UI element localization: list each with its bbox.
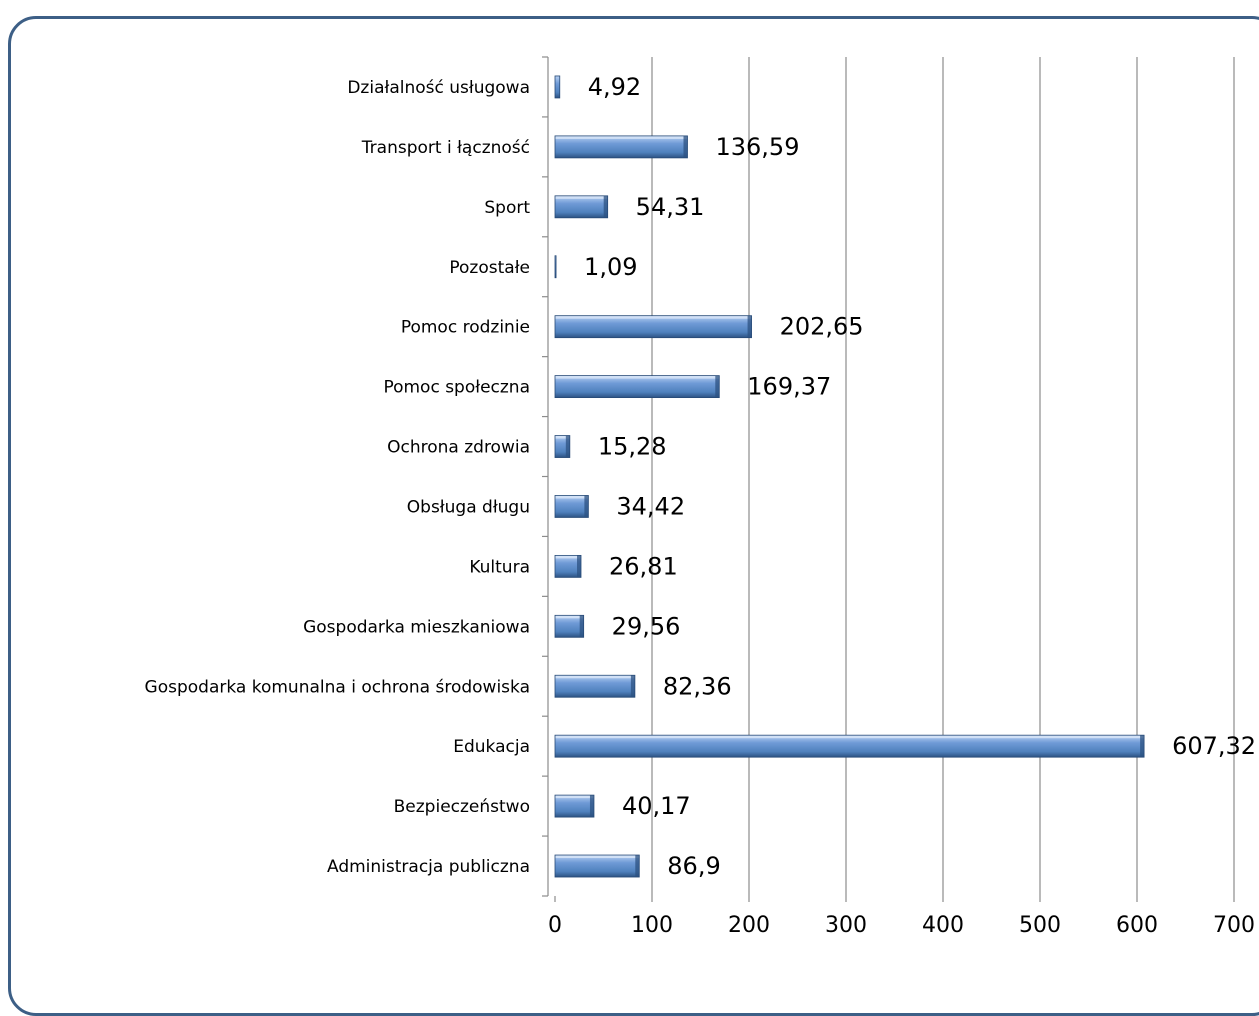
bar-end-shadow (590, 795, 594, 817)
value-label: 202,65 (780, 313, 864, 341)
bar-end-shadow (748, 316, 752, 338)
value-label: 82,36 (663, 672, 732, 700)
bar (555, 376, 719, 398)
value-label: 607,32 (1172, 732, 1256, 760)
category-label: Gospodarka mieszkaniowa (303, 617, 530, 637)
x-tick-label: 200 (728, 913, 770, 938)
bar (555, 196, 608, 218)
value-label: 86,9 (667, 852, 720, 880)
bar-highlight (555, 795, 594, 798)
bar-end-shadow (584, 495, 588, 517)
bar-highlight (555, 495, 588, 498)
bar-end-shadow (580, 615, 584, 637)
bar-highlight (555, 735, 1144, 738)
bar-end-shadow (1140, 735, 1144, 757)
value-label: 26,81 (609, 552, 678, 580)
bar-end-shadow (683, 136, 687, 158)
bar-highlight (555, 196, 608, 199)
x-tick-label: 100 (631, 913, 673, 938)
x-tick-label: 300 (825, 913, 867, 938)
bar-end-shadow (631, 675, 635, 697)
bar (555, 855, 639, 877)
value-label: 1,09 (584, 253, 637, 281)
bar-highlight (555, 316, 752, 319)
value-label: 15,28 (598, 433, 667, 461)
category-label: Pomoc rodzinie (401, 318, 530, 338)
bar-end-shadow (566, 436, 570, 458)
value-label: 54,31 (636, 193, 705, 221)
x-tick-label: 600 (1116, 913, 1158, 938)
bar-highlight (555, 136, 687, 139)
x-tick-label: 500 (1019, 913, 1061, 938)
bar-highlight (555, 675, 635, 678)
bar (555, 615, 584, 637)
bar-end-shadow (604, 196, 608, 218)
bar (555, 675, 635, 697)
bar (555, 795, 594, 817)
bar (555, 316, 752, 338)
bar (555, 76, 560, 98)
bar-chart: 0 100 200 300 400 500 600 700 Działalność usługo… (0, 0, 1259, 988)
value-label: 29,56 (612, 612, 681, 640)
bar-end-shadow (577, 555, 581, 577)
value-label: 4,92 (588, 73, 641, 101)
value-label: 34,42 (616, 492, 685, 520)
bar (555, 735, 1144, 757)
bar (555, 136, 687, 158)
category-label: Gospodarka komunalna i ochrona środowisk… (145, 677, 530, 697)
bar-highlight (555, 855, 639, 858)
category-label: Pozostałe (449, 258, 530, 278)
x-tick-label: 0 (548, 913, 562, 938)
category-label: Bezpieczeństwo (394, 797, 530, 817)
bar-end-shadow (635, 855, 639, 877)
category-label: Pomoc społeczna (383, 378, 530, 398)
x-tick-label: 400 (922, 913, 964, 938)
category-label: Ochrona zdrowia (387, 438, 530, 458)
category-label: Obsługa długu (407, 497, 530, 517)
category-label: Kultura (469, 557, 530, 577)
category-label: Edukacja (453, 737, 530, 757)
bar-end-shadow (715, 376, 719, 398)
category-label: Transport i łączność (361, 138, 530, 158)
category-label: Administracja publiczna (327, 857, 530, 877)
value-label: 40,17 (622, 792, 691, 820)
value-label: 169,37 (747, 373, 831, 401)
x-tick-label: 700 (1213, 913, 1255, 938)
value-label: 136,59 (715, 133, 799, 161)
category-label: Sport (484, 198, 530, 218)
bar (555, 495, 588, 517)
category-label: Działalność usługowa (347, 78, 530, 98)
bar-highlight (555, 615, 584, 618)
bar-highlight (555, 376, 719, 379)
